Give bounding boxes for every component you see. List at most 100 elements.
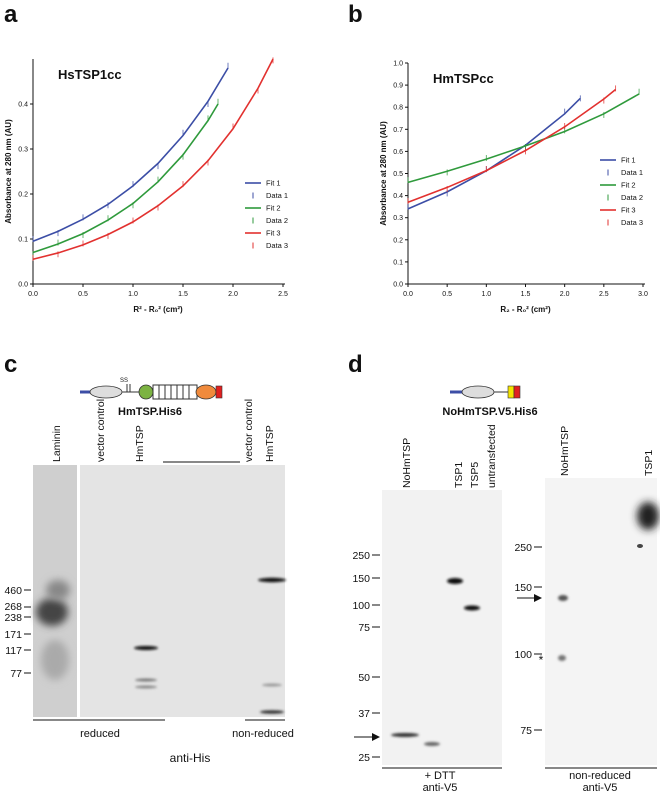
antibody-label: anti-V5: [583, 782, 618, 793]
mw-label: 25: [358, 752, 370, 764]
antibody-label: anti-V5: [423, 782, 458, 793]
mw-label: 75: [520, 725, 532, 737]
panel-letter: d: [348, 351, 363, 378]
mw-label: 460: [4, 585, 22, 597]
legend-label: Fit 3: [621, 206, 636, 215]
x-tick-label: 0.0: [403, 291, 413, 298]
group-label: + DTT: [425, 770, 456, 782]
legend-label: Fit 3: [266, 229, 281, 238]
y-tick-label: 0.0: [393, 282, 403, 289]
chart-title: HsTSP1cc: [58, 67, 122, 82]
mw-label: 150: [352, 573, 370, 585]
y-tick-label: 0.1: [18, 237, 28, 244]
x-tick-label: 2.0: [560, 291, 570, 298]
legend-label: Data 2: [621, 193, 643, 202]
legend-label: Data 3: [266, 241, 288, 250]
x-tick-label: 2.5: [599, 291, 609, 298]
y-tick-label: 0.3: [18, 147, 28, 154]
x-tick-label: 2.5: [278, 291, 288, 298]
x-tick-label: 1.0: [481, 291, 491, 298]
lane-label: vector control: [95, 399, 107, 462]
fit-line: [407, 97, 581, 210]
group-label: non-reduced: [569, 770, 631, 782]
lane-label: HmTSP: [134, 425, 146, 462]
construct-label: NoHmTSP.V5.His6: [442, 406, 537, 418]
y-tick-label: 0.9: [393, 83, 403, 90]
y-axis-label: Absorbance at 280 nm (AU): [379, 121, 388, 226]
lane-label: TSP5: [469, 462, 481, 488]
ss-label: SS: [120, 378, 128, 384]
chart-title: HmTSPcc: [433, 71, 494, 86]
lane-label: HmTSP: [264, 425, 276, 462]
panel-letter: b: [348, 1, 363, 28]
blot-image: [33, 465, 286, 717]
y-tick-label: 0.4: [18, 102, 28, 109]
mw-label: 171: [4, 629, 22, 641]
mw-label: 100: [352, 600, 370, 612]
x-tick-label: 2.0: [228, 291, 238, 298]
group-label: non-reduced: [232, 728, 294, 740]
x-axis-label: R² - R₀² (cm²): [133, 305, 183, 314]
y-tick-label: 0.7: [393, 127, 403, 134]
y-tick-label: 0.3: [393, 215, 403, 222]
y-tick-label: 0.2: [393, 237, 403, 244]
x-tick-label: 3.0: [638, 291, 648, 298]
mw-label: 238: [4, 612, 22, 624]
fit-line: [407, 88, 617, 203]
x-tick-label: 1.5: [178, 291, 188, 298]
legend-label: Fit 2: [266, 204, 281, 213]
y-axis-label: Absorbance at 280 nm (AU): [4, 119, 13, 224]
blot-image: [382, 478, 659, 765]
legend-label: Data 1: [621, 168, 643, 177]
mw-label: 50: [358, 672, 370, 684]
legend-label: Fit 1: [266, 179, 281, 188]
y-tick-label: 0.2: [18, 192, 28, 199]
x-tick-label: 1.5: [521, 291, 531, 298]
mw-label: 100: [514, 649, 532, 661]
fit-line: [32, 58, 274, 261]
construct-label: HmTSP.His6: [118, 406, 182, 418]
y-tick-label: 0.5: [393, 171, 403, 178]
lane-label: untransfected: [486, 424, 498, 488]
lane-label: NoHmTSP: [401, 438, 413, 488]
mw-label: 268: [4, 601, 22, 613]
y-tick-label: 1.0: [393, 61, 403, 68]
lane-label: Laminin: [51, 425, 63, 462]
y-tick-label: 0.4: [393, 193, 403, 200]
mw-label: 75: [358, 622, 370, 634]
lane-label: TSP1: [643, 450, 655, 476]
lane-label: NoHmTSP: [559, 426, 571, 476]
mw-label: 150: [514, 582, 532, 594]
lane-label: TSP1: [453, 462, 465, 488]
legend-label: Data 3: [621, 218, 643, 227]
mw-markers: 250 150 100 75 50 37 25 250 150 100 75: [352, 542, 542, 764]
mw-label: 117: [5, 645, 22, 657]
x-tick-label: 0.5: [442, 291, 452, 298]
panel-letter: c: [4, 351, 17, 378]
construct-diagram: [450, 385, 521, 399]
star-marker: *: [539, 653, 544, 667]
fit-line: [407, 93, 640, 184]
legend-label: Data 2: [266, 216, 288, 225]
panel-letter: a: [4, 1, 18, 28]
fit-line: [32, 67, 229, 242]
mw-markers: 460 268 238 171 117 77: [4, 585, 31, 680]
group-label: reduced: [80, 728, 120, 740]
antibody-label: anti-His: [170, 751, 211, 765]
construct-diagram: [80, 384, 223, 400]
y-tick-label: 0.8: [393, 105, 403, 112]
legend-label: Fit 1: [621, 156, 636, 165]
x-axis-label: R₂ - R₀² (cm²): [500, 305, 551, 314]
mw-label: 77: [10, 668, 22, 680]
y-tick-label: 0.1: [393, 259, 403, 266]
x-tick-label: 1.0: [128, 291, 138, 298]
mw-label: 250: [514, 542, 532, 554]
arrow: [354, 594, 542, 741]
x-tick-label: 0.0: [28, 291, 38, 298]
mw-label: 37: [358, 708, 370, 720]
x-tick-label: 0.5: [78, 291, 88, 298]
y-tick-label: 0.0: [18, 282, 28, 289]
legend-label: Data 1: [266, 191, 288, 200]
mw-label: 250: [352, 550, 370, 562]
